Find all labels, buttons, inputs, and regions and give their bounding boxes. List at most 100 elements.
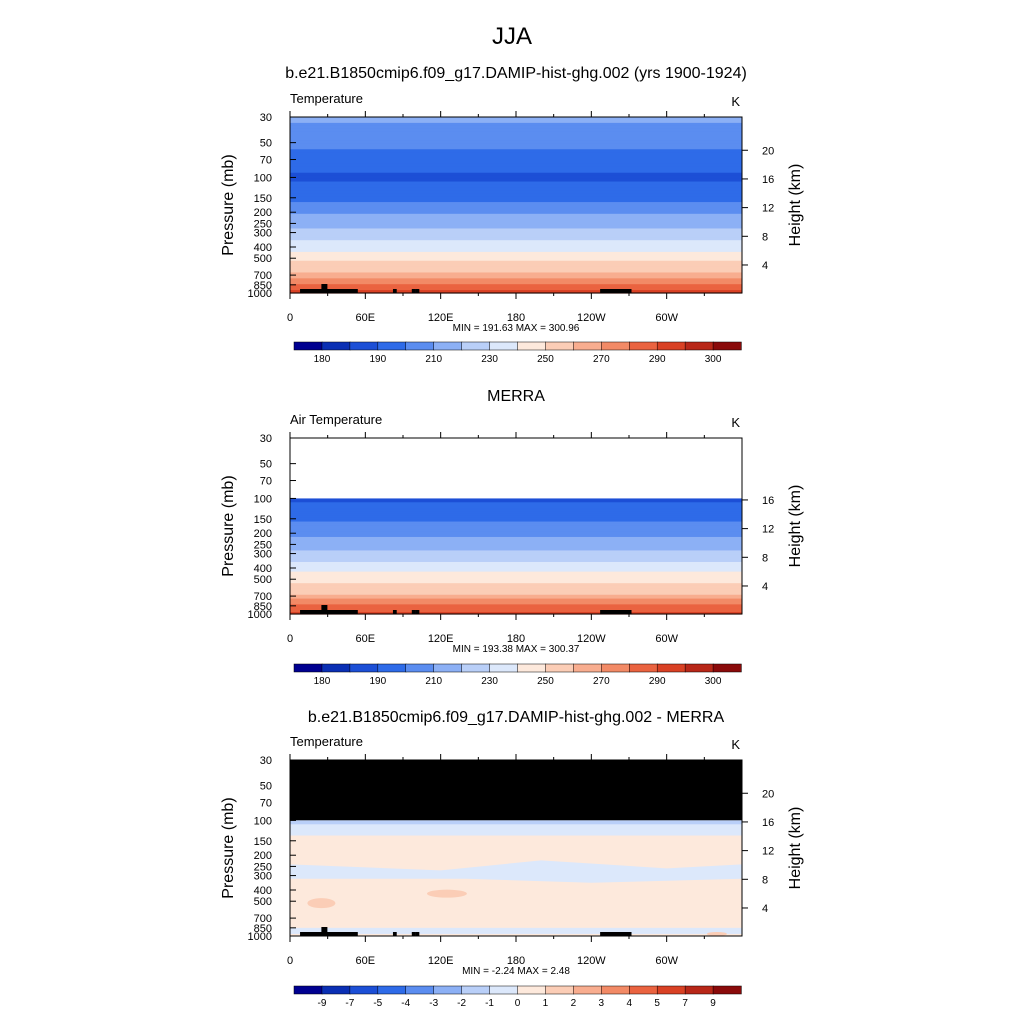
right-string: K (731, 415, 740, 430)
field-band-1-44 (290, 583, 742, 586)
y-tick-label: 300 (254, 871, 272, 883)
y-tick-label: 250 (254, 539, 272, 551)
field-band-0-32 (290, 210, 742, 215)
colorbar-label: 190 (369, 354, 386, 365)
colorbar-swatch (321, 341, 351, 351)
y-tick-label: 1000 (248, 609, 272, 621)
field-band-1-9 (290, 515, 742, 519)
field-band-0-59 (290, 290, 742, 294)
topography-block-2-3 (411, 932, 416, 936)
y-tick-label: 200 (254, 850, 272, 862)
height-axis-label: Height (km) (787, 164, 804, 247)
height-tick-label: 4 (762, 903, 768, 915)
y-tick-label: 300 (254, 228, 272, 240)
field-band-0-47 (290, 254, 742, 259)
diff-warm-patch-3 (706, 931, 727, 936)
colorbar-swatch (545, 985, 575, 995)
field-band-1-6 (290, 509, 742, 513)
field-band-1-8 (290, 513, 742, 517)
left-string: Temperature (290, 91, 363, 106)
right-string: K (731, 737, 740, 752)
field-band-0-22 (290, 181, 742, 186)
colorbar-label: 230 (481, 354, 498, 365)
colorbar-label: 2 (571, 998, 577, 1009)
colorbar-swatch (517, 341, 547, 351)
field-band-0-12 (290, 152, 742, 156)
field-band-1-49 (290, 592, 742, 596)
colorbar-swatch (489, 663, 519, 673)
field-band-1-3 (290, 504, 742, 507)
colorbar-swatch (517, 985, 547, 995)
colorbar-swatch (293, 985, 323, 995)
height-axis-label: Height (km) (787, 485, 804, 568)
colorbar-swatch (517, 663, 547, 673)
field-band-0-6 (290, 134, 742, 139)
topography-block-0-0 (300, 289, 338, 293)
x-tick-label: 0 (287, 955, 293, 967)
topography-block-2-1 (320, 932, 358, 936)
y-tick-label: 300 (254, 549, 272, 561)
colorbar-swatch (601, 663, 630, 673)
field-band-0-30 (290, 205, 742, 209)
y-axis-label: Pressure (mb) (220, 797, 237, 898)
colorbar-label: 290 (649, 354, 666, 365)
y-tick-label: 150 (254, 836, 272, 848)
x-tick-label: 180 (507, 312, 525, 324)
field-band-0-54 (290, 275, 742, 279)
y-tick-label: 400 (254, 242, 272, 254)
height-tick-label: 12 (762, 524, 774, 536)
field-band-0-35 (290, 219, 742, 224)
colorbar-label: 190 (369, 676, 386, 687)
topography-block-1-4 (415, 610, 420, 614)
field-band-1-7 (290, 511, 742, 515)
y-tick-label: 100 (254, 815, 272, 827)
y-tick-label: 150 (254, 193, 272, 205)
field-band-1-21 (290, 538, 742, 542)
y-tick-label: 850 (254, 923, 272, 935)
field-band-1-38 (290, 571, 742, 575)
y-tick-label: 70 (260, 155, 272, 167)
y-tick-label: 50 (260, 781, 272, 793)
y-tick-label: 200 (254, 207, 272, 219)
colorbar-swatch (461, 985, 491, 995)
y-tick-label: 200 (254, 528, 272, 540)
field-band-1-23 (290, 542, 742, 546)
field-band-0-27 (290, 196, 742, 200)
colorbar-swatch (405, 663, 435, 673)
colorbar-label: 300 (705, 354, 722, 365)
colorbar-label: 210 (425, 676, 442, 687)
colorbar-swatch (712, 985, 742, 995)
field-band-1-13 (290, 523, 742, 526)
y-tick-label: 30 (260, 433, 272, 445)
field-band-1-32 (290, 560, 742, 563)
field-band-1-24 (290, 544, 742, 548)
y-tick-label: 50 (260, 459, 272, 471)
colorbar-swatch (377, 341, 407, 351)
field-band-0-24 (290, 187, 742, 191)
y-tick-label: 850 (254, 601, 272, 613)
field-band-1-33 (290, 561, 742, 565)
y-tick-label: 70 (260, 476, 272, 488)
colorbar-swatch (573, 985, 602, 995)
x-tick-label: 60E (356, 633, 376, 645)
field-band-1-43 (290, 581, 742, 584)
field-band-0-36 (290, 222, 742, 227)
colorbar-label: -3 (429, 998, 438, 1009)
diff-cold-tongue (290, 860, 742, 883)
colorbar-swatch (684, 985, 714, 995)
field-band-0-53 (290, 272, 742, 276)
topography-block-2-0 (300, 932, 338, 936)
y-tick-label: 500 (254, 574, 272, 586)
colorbar-swatch (433, 341, 463, 351)
colorbar-label: 300 (705, 676, 722, 687)
topography-block-1-2 (392, 610, 397, 614)
x-tick-label: 180 (507, 955, 525, 967)
topography-block-0-4 (415, 289, 420, 293)
field-band-1-2 (290, 502, 742, 505)
topography-peak-1 (321, 605, 328, 614)
field-band-0-5 (290, 131, 742, 136)
field-band-1-15 (290, 527, 742, 530)
colorbar-label: -5 (373, 998, 382, 1009)
field-band-1-46 (290, 587, 742, 590)
